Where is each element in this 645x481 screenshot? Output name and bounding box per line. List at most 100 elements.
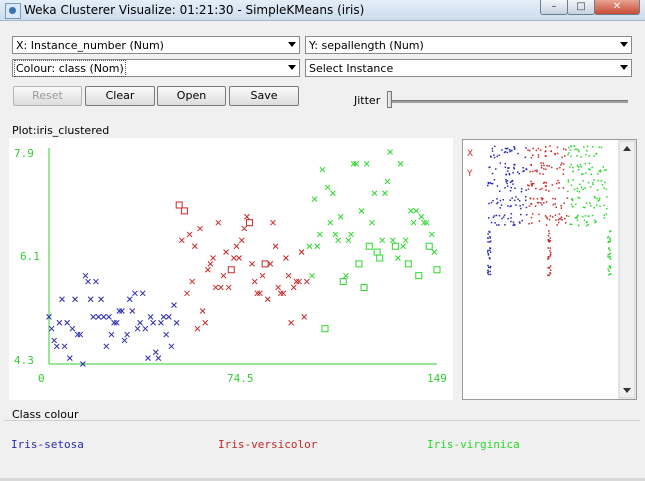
data-point-cross[interactable] bbox=[98, 296, 104, 303]
data-point-cross[interactable] bbox=[147, 314, 154, 320]
data-point-cross[interactable] bbox=[207, 261, 214, 267]
data-point-square[interactable] bbox=[246, 219, 254, 227]
data-point-cross[interactable] bbox=[132, 290, 138, 297]
data-point-cross[interactable] bbox=[402, 237, 409, 244]
data-point-cross[interactable] bbox=[382, 190, 388, 197]
data-point-cross[interactable] bbox=[303, 278, 310, 285]
data-point-cross[interactable] bbox=[408, 208, 414, 214]
data-point-cross[interactable] bbox=[87, 296, 94, 303]
data-point-cross[interactable] bbox=[285, 272, 292, 279]
data-point-cross[interactable] bbox=[90, 314, 97, 320]
data-point-cross[interactable] bbox=[119, 308, 125, 314]
data-point-cross[interactable] bbox=[64, 319, 71, 326]
data-point-cross[interactable] bbox=[343, 272, 349, 279]
data-point-cross[interactable] bbox=[69, 325, 76, 332]
data-point-cross[interactable] bbox=[353, 160, 360, 167]
data-point-cross[interactable] bbox=[61, 343, 68, 350]
data-point-square[interactable] bbox=[261, 260, 269, 268]
data-point-cross[interactable] bbox=[223, 249, 229, 255]
data-point-cross[interactable] bbox=[178, 237, 185, 244]
data-point-square[interactable] bbox=[376, 254, 384, 262]
data-point-cross[interactable] bbox=[56, 319, 63, 326]
data-point-cross[interactable] bbox=[233, 243, 240, 250]
data-point-cross[interactable] bbox=[421, 219, 427, 226]
data-point-cross[interactable] bbox=[93, 278, 99, 285]
matrix-strip[interactable] bbox=[485, 195, 613, 209]
data-point-cross[interactable] bbox=[418, 213, 425, 220]
data-point-cross[interactable] bbox=[332, 231, 339, 238]
data-point-cross[interactable] bbox=[79, 361, 86, 367]
data-point-square[interactable] bbox=[355, 260, 363, 268]
data-point-cross[interactable] bbox=[204, 266, 211, 273]
data-point-cross[interactable] bbox=[350, 160, 357, 167]
scatter-plot[interactable]: 7.9 6.1 4.3 0 74.5 149 bbox=[9, 138, 453, 400]
x-axis-select[interactable]: X: Instance_number (Num) bbox=[12, 36, 300, 54]
matrix-strip[interactable] bbox=[485, 144, 613, 158]
data-point-cross[interactable] bbox=[82, 272, 89, 279]
data-point-cross[interactable] bbox=[155, 355, 162, 361]
data-point-cross[interactable] bbox=[309, 272, 315, 279]
data-point-cross[interactable] bbox=[48, 325, 55, 332]
data-point-cross[interactable] bbox=[220, 272, 227, 279]
data-point-cross[interactable] bbox=[225, 284, 232, 291]
instance-select[interactable]: Select Instance bbox=[305, 59, 632, 77]
data-point-cross[interactable] bbox=[163, 331, 170, 338]
data-point-cross[interactable] bbox=[327, 219, 334, 226]
save-button[interactable]: Save bbox=[229, 86, 299, 106]
legend-item-versicolor[interactable]: Iris-versicolor bbox=[218, 438, 318, 451]
data-point-cross[interactable] bbox=[111, 319, 117, 326]
data-point-cross[interactable] bbox=[431, 249, 438, 255]
data-point-cross[interactable] bbox=[337, 213, 344, 220]
data-point-cross[interactable] bbox=[231, 255, 237, 261]
matrix-strip[interactable] bbox=[485, 161, 613, 175]
data-point-cross[interactable] bbox=[202, 319, 209, 326]
data-point-cross[interactable] bbox=[290, 284, 297, 291]
data-point-cross[interactable] bbox=[413, 208, 420, 214]
data-point-cross[interactable] bbox=[59, 296, 65, 303]
scroll-up-icon[interactable] bbox=[623, 146, 631, 151]
scroll-down-icon[interactable] bbox=[623, 388, 631, 393]
data-point-cross[interactable] bbox=[428, 231, 435, 238]
data-point-cross[interactable] bbox=[77, 331, 84, 338]
data-point-cross[interactable] bbox=[316, 231, 323, 238]
data-point-cross[interactable] bbox=[283, 255, 289, 261]
data-point-cross[interactable] bbox=[106, 314, 112, 320]
data-point-square[interactable] bbox=[404, 260, 412, 268]
data-point-cross[interactable] bbox=[160, 314, 167, 320]
y-axis-select[interactable]: Y: sepallength (Num) bbox=[305, 36, 632, 54]
data-point-cross[interactable] bbox=[66, 355, 73, 361]
maximize-button[interactable]: □ bbox=[567, 0, 595, 15]
data-point-cross[interactable] bbox=[142, 325, 149, 332]
data-point-cross[interactable] bbox=[113, 319, 120, 326]
data-point-cross[interactable] bbox=[46, 314, 52, 320]
data-point-cross[interactable] bbox=[85, 278, 91, 285]
data-point-cross[interactable] bbox=[116, 308, 123, 314]
legend-item-virginica[interactable]: Iris-virginica bbox=[427, 438, 520, 451]
data-point-square[interactable] bbox=[360, 283, 368, 291]
data-point-cross[interactable] bbox=[423, 219, 430, 226]
data-point-cross[interactable] bbox=[95, 314, 102, 320]
data-point-cross[interactable] bbox=[348, 231, 354, 238]
data-point-cross[interactable] bbox=[236, 255, 242, 261]
matrix-strip[interactable] bbox=[485, 178, 613, 192]
jitter-slider-thumb[interactable] bbox=[387, 91, 392, 108]
data-point-square[interactable] bbox=[425, 242, 433, 250]
data-point-cross[interactable] bbox=[72, 296, 78, 303]
data-point-cross[interactable] bbox=[173, 319, 180, 326]
data-point-cross[interactable] bbox=[371, 190, 378, 197]
data-point-cross[interactable] bbox=[254, 290, 261, 297]
data-point-cross[interactable] bbox=[259, 272, 266, 279]
data-point-cross[interactable] bbox=[158, 319, 164, 326]
data-point-cross[interactable] bbox=[191, 243, 198, 250]
data-point-cross[interactable] bbox=[124, 331, 130, 338]
data-point-cross[interactable] bbox=[397, 160, 404, 167]
data-point-cross[interactable] bbox=[319, 166, 326, 173]
data-point-cross[interactable] bbox=[171, 302, 177, 308]
data-point-cross[interactable] bbox=[215, 219, 222, 226]
data-point-cross[interactable] bbox=[311, 196, 318, 202]
data-point-square[interactable] bbox=[391, 242, 399, 250]
scatter-plot-panel[interactable]: 7.9 6.1 4.3 0 74.5 149 bbox=[9, 138, 453, 400]
data-point-cross[interactable] bbox=[257, 290, 263, 297]
data-point-cross[interactable] bbox=[400, 243, 407, 250]
colour-select[interactable]: Colour: class (Nom) bbox=[12, 59, 300, 77]
